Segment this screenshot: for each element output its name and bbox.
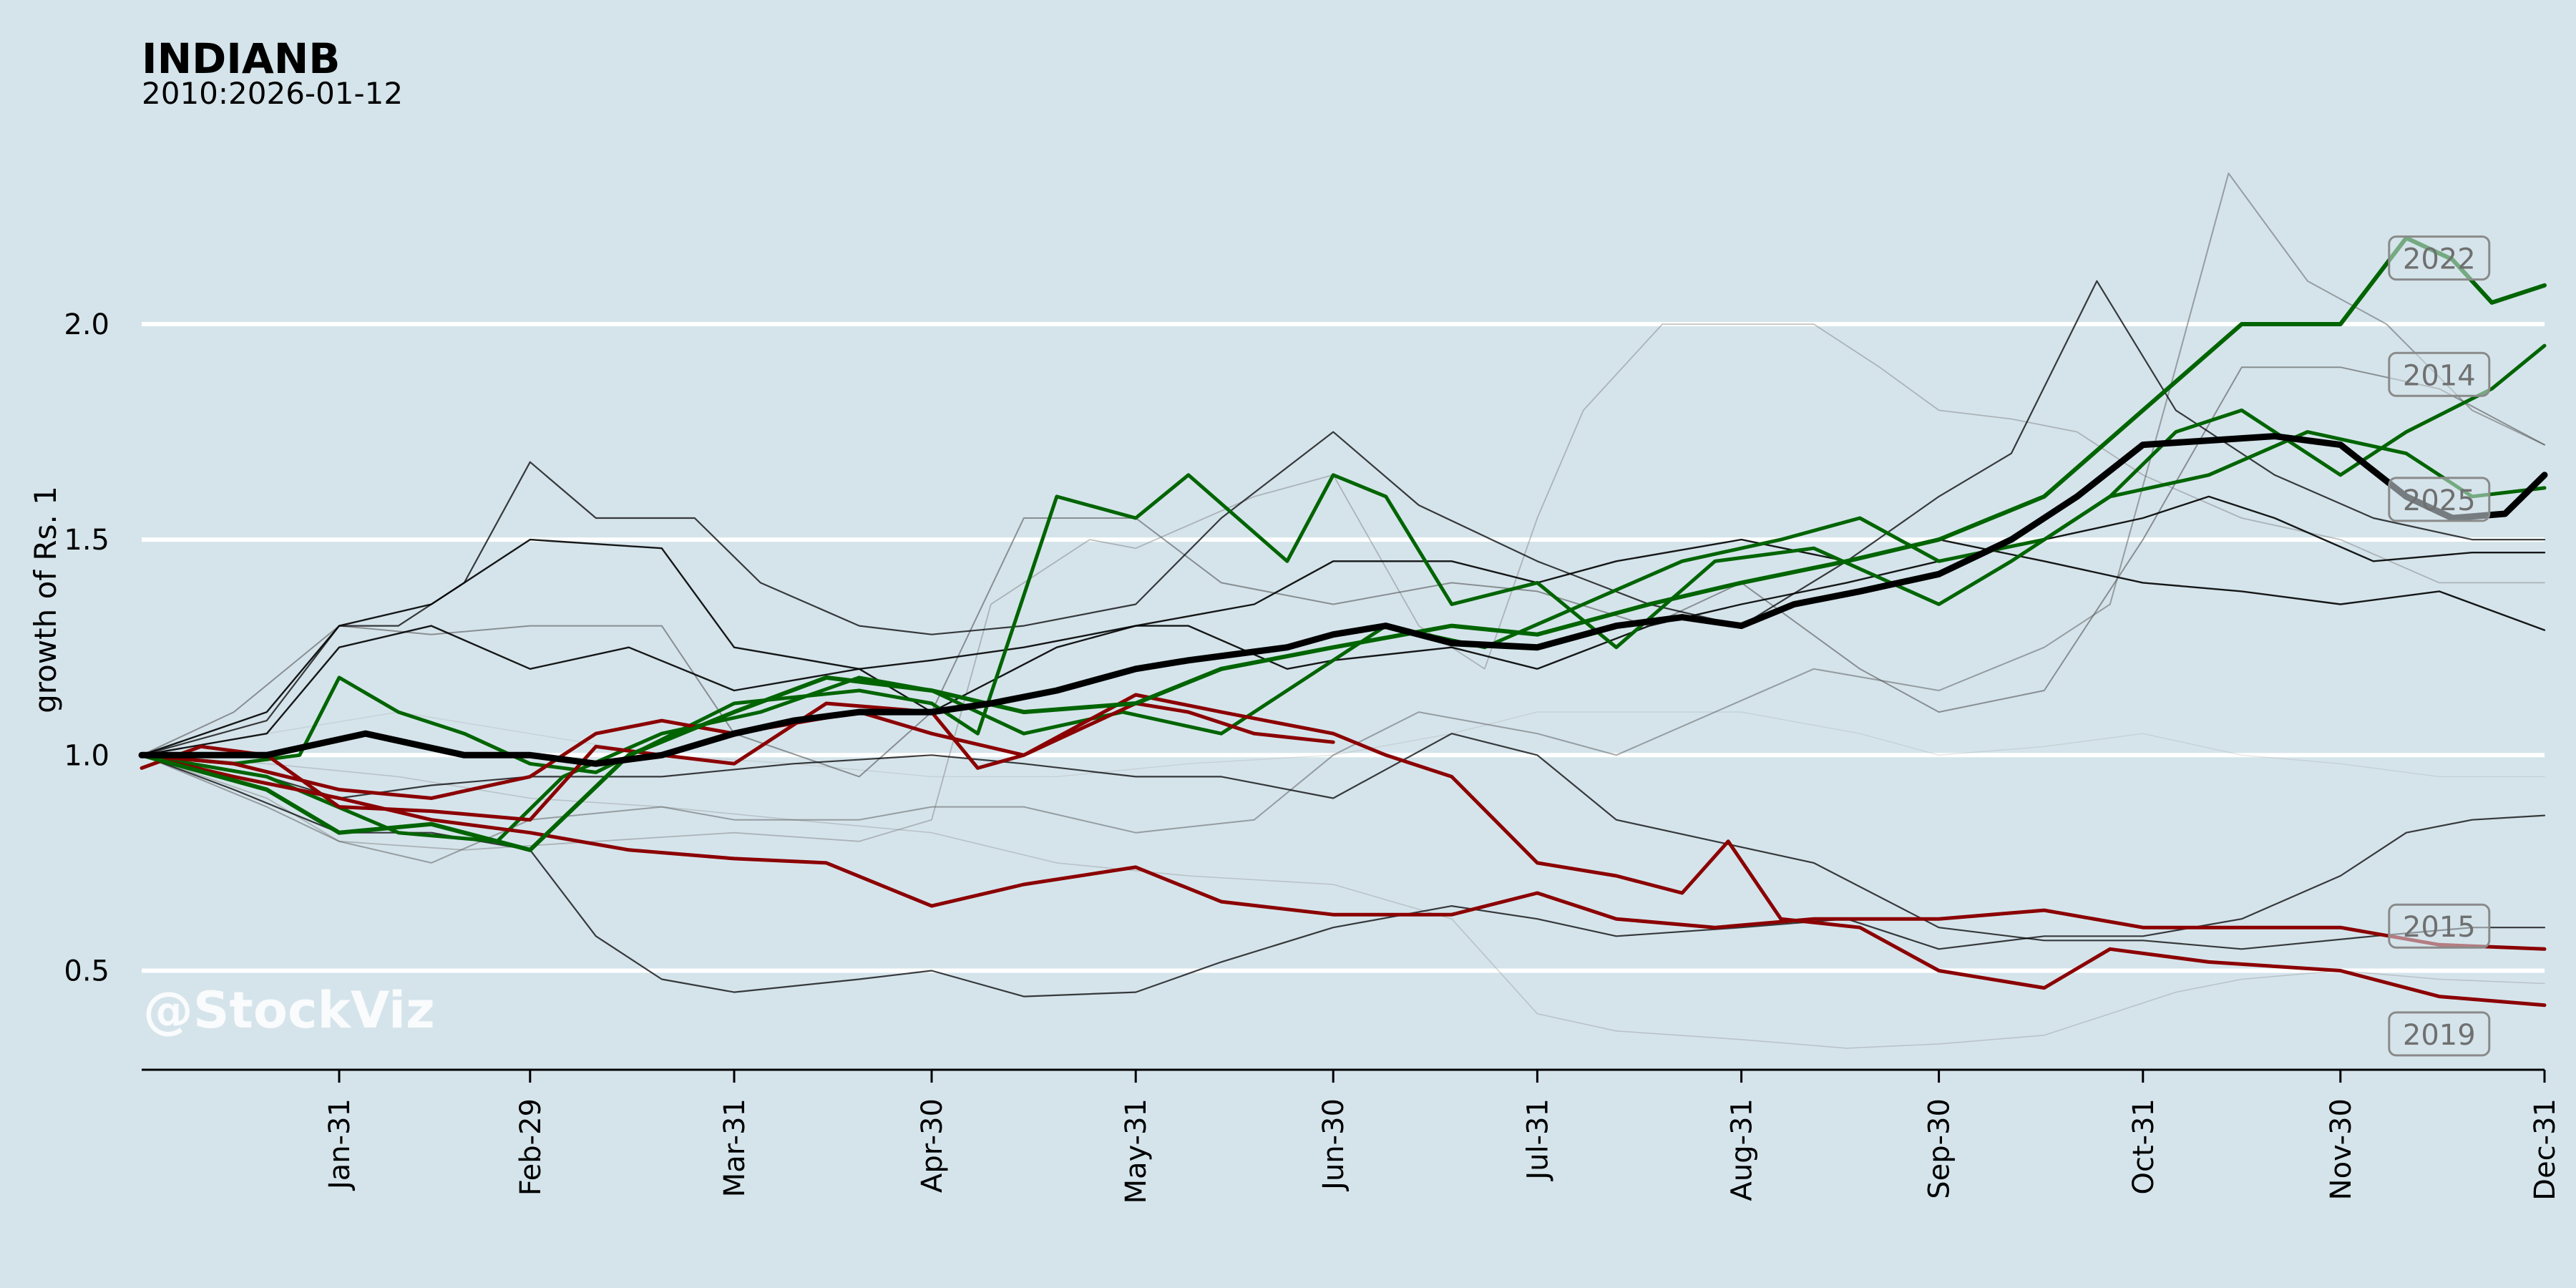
series-label-text: 2015 xyxy=(2403,911,2476,944)
series-label-2022: 2022 xyxy=(2388,235,2491,281)
x-tick-label: Dec-31 xyxy=(2529,1098,2562,1201)
series-line-2025 xyxy=(138,433,2548,767)
watermark: @StockViz xyxy=(143,981,435,1040)
series-labels: 2022 2014 2025 2015 2019 xyxy=(2388,235,2491,1057)
x-tick-label: Jan-31 xyxy=(323,1098,356,1191)
x-tick-label: Jun-30 xyxy=(1317,1098,1350,1192)
series-line-gray-2 xyxy=(141,172,2545,864)
y-tick-label: 1.0 xyxy=(64,739,109,772)
x-tick-label: Jul-31 xyxy=(1521,1098,1554,1182)
series-label-box xyxy=(2388,903,2491,949)
x-tick-label: Feb-29 xyxy=(514,1098,547,1196)
x-tick-label: Mar-31 xyxy=(718,1098,751,1197)
series-label-2015: 2015 xyxy=(2388,903,2491,949)
x-axis: Jan-31 Feb-29 Mar-31 Apr-30 May-31 Jun-30 Jul-… xyxy=(142,1068,2562,1204)
series-label-text: 2019 xyxy=(2403,1019,2476,1052)
series-label-2025: 2025 xyxy=(2388,477,2491,522)
series-label-box xyxy=(2388,235,2491,281)
series-label-box xyxy=(2388,477,2491,522)
y-tick-label: 1.5 xyxy=(64,524,109,557)
y-tick-label: 2.0 xyxy=(64,308,109,341)
series-label-box xyxy=(2388,351,2491,397)
series-line-2019 xyxy=(140,693,2547,1008)
series-line-black-5 xyxy=(140,733,2546,950)
chart-subtitle: 2010:2026-01-12 xyxy=(142,76,403,111)
x-tick-label: Apr-30 xyxy=(916,1098,949,1193)
series-label-2019: 2019 xyxy=(2388,1011,2491,1057)
x-tick-label: Nov-30 xyxy=(2325,1098,2358,1200)
series-label-text: 2025 xyxy=(2403,484,2476,517)
x-tick-label: Aug-31 xyxy=(1726,1098,1759,1201)
series-line-gray-4 xyxy=(141,754,2545,1049)
series-line-red-3 xyxy=(140,701,1335,822)
x-tick-label: May-31 xyxy=(1120,1098,1153,1204)
series-line-gray-1 xyxy=(141,366,2545,778)
series-line-2022 xyxy=(140,235,2547,852)
series-label-box xyxy=(2388,1011,2491,1057)
series-line-gray-5 xyxy=(141,711,2545,778)
chart-title: INDIANB xyxy=(142,34,340,83)
y-tick-label: 0.5 xyxy=(64,955,109,987)
series-line-black-1 xyxy=(140,538,2546,756)
series-label-2014: 2014 xyxy=(2388,351,2491,397)
x-tick-label: Oct-31 xyxy=(2127,1098,2160,1195)
series-label-text: 2022 xyxy=(2403,243,2476,276)
series-label-text: 2014 xyxy=(2403,359,2476,392)
y-axis-label: growth of Rs. 1 xyxy=(28,486,63,713)
series-lines xyxy=(138,172,2548,1049)
y-axis: 0.5 1.0 1.5 2.0 xyxy=(64,308,109,987)
series-line-black-4 xyxy=(140,754,2546,997)
series-line-2015 xyxy=(140,753,2547,951)
x-tick-label: Sep-30 xyxy=(1923,1098,1956,1199)
series-line-black-3 xyxy=(140,280,2546,756)
